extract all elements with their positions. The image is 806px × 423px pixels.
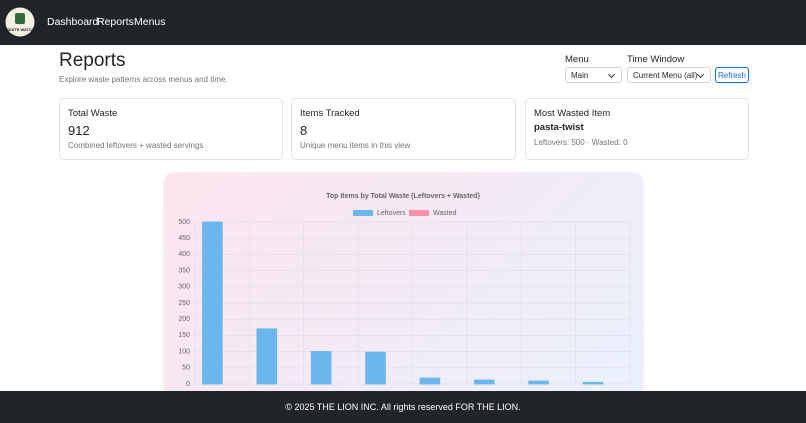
footer: © 2025 THE LION INC. All rights reserved… [0,391,806,423]
filter-label: Time Window [627,54,685,65]
refresh-button[interactable]: Refresh [715,67,749,83]
nav-link[interactable]: Menus [134,16,166,28]
bar [528,380,549,385]
legend-label: Leftovers [377,210,406,217]
legend-swatch [409,210,429,216]
card-title: Total Waste [68,108,118,119]
y-tick-label: 300 [178,284,190,291]
y-tick-label: 0 [186,381,190,388]
window-select[interactable]: Current Menu (all) [627,67,711,83]
card-title: Items Tracked [300,108,360,119]
y-tick-label: 400 [178,251,190,258]
legend-swatch [353,210,373,216]
y-tick-label: 250 [178,300,190,307]
logo-text: WASTE WATCH [5,27,35,32]
nav-link[interactable]: Reports [97,16,134,28]
y-tick-label: 500 [178,219,190,226]
bar [582,381,604,385]
y-tick-label: 350 [178,267,190,274]
card-note: Leftovers: 500 · Wasted: 0 [534,138,628,147]
navbar: WASTE WATCH Dashboard Reports Menus [0,0,806,45]
nav-link[interactable]: Dashboard [47,16,99,28]
page-subtitle: Explore waste patterns across menus and … [59,75,228,84]
y-tick-label: 450 [178,235,190,242]
filter-label: Menu [565,54,589,65]
chart: Top Items by Total Waste (Leftovers + Wa… [178,193,631,388]
logo[interactable]: WASTE WATCH [5,7,35,37]
y-tick-label: 200 [178,316,190,323]
footer-text: © 2025 THE LION INC. All rights reserved… [285,402,521,412]
card-title: Most Wasted Item [534,108,611,119]
stat-card: Total Waste 912 Combined leftovers + was… [59,98,283,160]
bar [473,379,495,385]
card-note: Combined leftovers + wasted servings [68,141,204,150]
bar [202,221,223,385]
card-value: pasta-twist [534,122,584,133]
chart-title: Top Items by Total Waste (Leftovers + Wa… [326,193,480,200]
select-value: Current Menu (all) [633,71,698,80]
card-note: Unique menu items in this view [300,141,411,150]
y-tick-label: 150 [178,332,190,339]
chart-card: Top Items by Total Waste (Leftovers + Wa… [165,173,642,413]
y-tick-label: 100 [178,348,190,355]
bar [365,351,386,385]
legend-label: Wasted [433,210,457,217]
stat-card: Items Tracked 8 Unique menu items in thi… [291,98,516,160]
page-title: Reports [59,50,126,71]
bar [310,351,332,385]
bar [256,328,278,385]
select-value: Main [571,71,589,80]
card-value: 912 [68,123,90,138]
stat-card: Most Wasted Item pasta-twist Leftovers: … [525,98,749,160]
bar [419,377,441,385]
menu-select[interactable]: Main [565,67,622,83]
card-value: 8 [300,123,308,138]
y-tick-label: 50 [182,365,190,372]
